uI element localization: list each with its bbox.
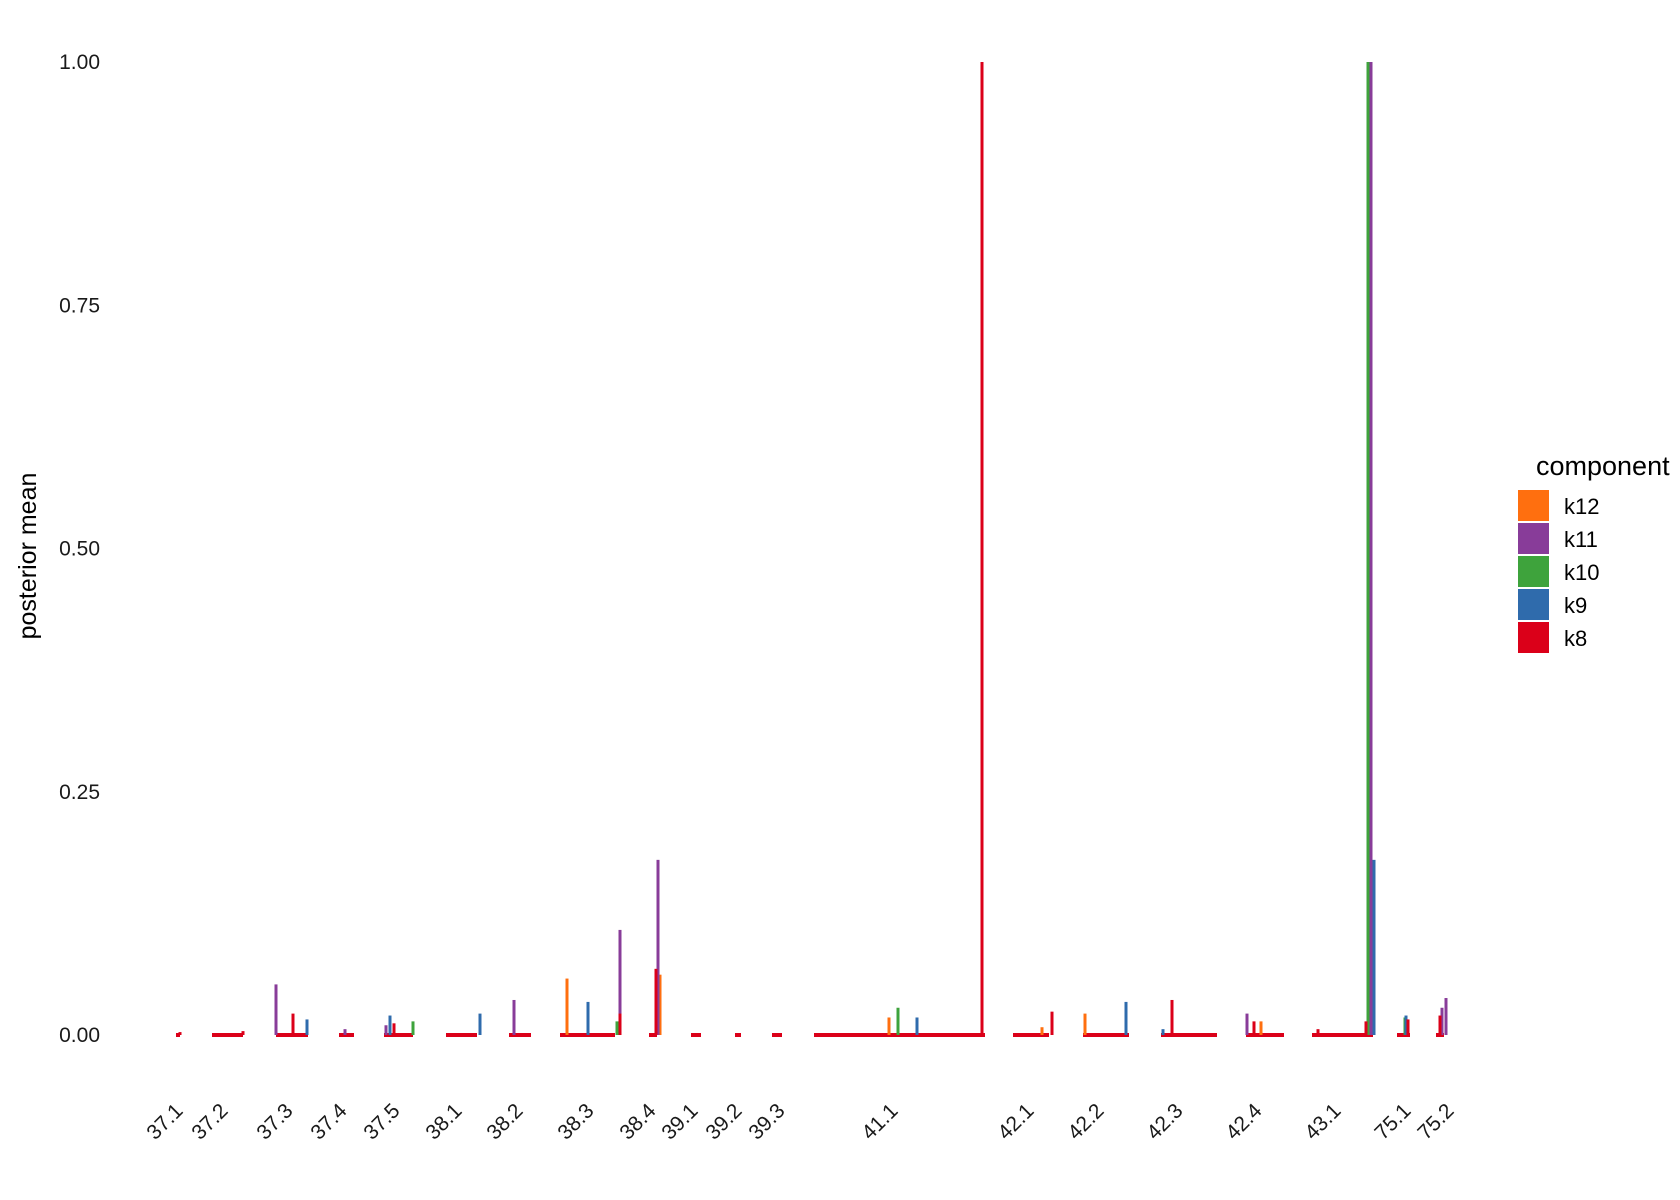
bar-k11 — [656, 859, 660, 1035]
legend-label-k8: k8 — [1564, 626, 1587, 651]
baseline-segment — [649, 1033, 657, 1037]
x-tick-label: 42.4 — [1221, 1099, 1266, 1144]
bar-k11 — [1444, 998, 1448, 1035]
baseline-segment — [1013, 1033, 1049, 1037]
x-tick-label: 43.1 — [1300, 1099, 1345, 1144]
bar-k11 — [1369, 62, 1373, 1035]
bar-k10 — [1366, 62, 1370, 1035]
legend-swatch-k12 — [1518, 490, 1549, 521]
y-tick-label: 1.00 — [59, 51, 100, 74]
bar-k11 — [384, 1025, 388, 1035]
bar-k11 — [1440, 1007, 1444, 1035]
legend-label-k10: k10 — [1564, 560, 1599, 585]
y-tick-label: 0.75 — [59, 294, 100, 317]
baseline-segment — [691, 1033, 701, 1037]
baseline-segment — [509, 1033, 531, 1037]
bar-k10 — [411, 1021, 415, 1035]
bar-k8 — [241, 1031, 245, 1035]
x-tick-label: 38.1 — [421, 1099, 466, 1144]
x-tick-label: 75.2 — [1413, 1099, 1458, 1144]
bar-k11 — [343, 1029, 347, 1035]
legend-swatch-k9 — [1518, 589, 1549, 620]
bar-k9 — [1404, 1015, 1408, 1035]
legend-label-k12: k12 — [1564, 494, 1599, 519]
bar-k8 — [1252, 1021, 1256, 1035]
x-tick-label: 39.2 — [701, 1099, 746, 1144]
bar-k11 — [1245, 1013, 1249, 1035]
legend-swatch-k8 — [1518, 622, 1549, 653]
x-tick-label: 42.1 — [993, 1099, 1038, 1144]
bar-k11 — [512, 999, 516, 1035]
bar-k12 — [658, 974, 662, 1035]
x-tick-label: 38.2 — [482, 1099, 527, 1144]
bar-k12 — [1083, 1013, 1087, 1035]
bar-k12 — [565, 978, 569, 1035]
bar-k9 — [388, 1015, 392, 1035]
bar-k8 — [654, 968, 658, 1035]
bar-k11 — [618, 929, 622, 1035]
bars-group — [178, 62, 1448, 1035]
baseline-segment — [1083, 1033, 1129, 1037]
x-tick-label: 39.3 — [744, 1099, 789, 1144]
baseline-segment — [1161, 1033, 1217, 1037]
baseline-segment — [1246, 1033, 1284, 1037]
bar-k8 — [1438, 1015, 1442, 1035]
bar-k8 — [1316, 1029, 1320, 1035]
bar-k12 — [1259, 1021, 1263, 1035]
legend-label-k9: k9 — [1564, 593, 1587, 618]
bar-k8 — [618, 1013, 622, 1035]
bar-k8 — [1406, 1019, 1410, 1035]
bar-k8 — [1050, 1011, 1054, 1035]
baseline-segment — [1312, 1033, 1373, 1037]
bar-k9 — [586, 1001, 590, 1035]
bar-k9 — [915, 1017, 919, 1035]
x-tick-label: 37.3 — [252, 1099, 297, 1144]
bar-k9 — [478, 1013, 482, 1035]
bar-k11 — [274, 984, 278, 1035]
bar-k8 — [1170, 999, 1174, 1035]
bar-k8 — [178, 1032, 182, 1035]
baseline-segment — [384, 1033, 413, 1037]
bar-k9 — [1372, 859, 1376, 1035]
x-axis: 37.1 37.2 37.3 37.4 37.5 38.1 38.2 38.3 38.439.1… — [142, 1099, 1458, 1144]
bar-k8 — [1364, 1021, 1368, 1035]
bar-k12 — [1040, 1027, 1044, 1035]
x-tick-label: 37.4 — [306, 1099, 351, 1144]
x-tick-label: 42.3 — [1142, 1099, 1187, 1144]
bar-k10 — [896, 1007, 900, 1035]
y-tick-label: 0.25 — [59, 781, 100, 804]
legend-label-k11: k11 — [1564, 527, 1598, 552]
x-tick-label: 37.1 — [142, 1099, 187, 1144]
legend: component k12 k11 k10 k9 k8 — [1518, 451, 1670, 653]
bar-k10 — [615, 1021, 619, 1035]
bar-k9 — [1161, 1029, 1165, 1035]
legend-title: component — [1536, 451, 1670, 481]
legend-swatch-k11 — [1518, 523, 1549, 554]
x-tick-label: 42.2 — [1063, 1099, 1108, 1144]
x-tick-label: 38.4 — [615, 1099, 660, 1144]
baseline-segment — [446, 1033, 477, 1037]
x-tick-label: 38.3 — [553, 1099, 598, 1144]
x-tick-label: 37.5 — [359, 1099, 404, 1144]
baseline-segment — [176, 1033, 180, 1037]
bar-k9 — [305, 1019, 309, 1035]
bar-k8 — [291, 1013, 295, 1035]
bar-k8 — [392, 1023, 396, 1035]
x-tick-label: 37.2 — [187, 1099, 232, 1144]
y-tick-label: 0.50 — [59, 538, 100, 561]
bar-k9 — [1124, 1001, 1128, 1035]
baseline-segment — [212, 1033, 243, 1037]
legend-swatch-k10 — [1518, 556, 1549, 587]
baseline-segment — [735, 1033, 741, 1037]
x-tick-label: 39.1 — [657, 1099, 702, 1144]
y-tick-label: 0.00 — [59, 1024, 100, 1047]
y-axis: 0.00 0.25 0.50 0.75 1.00 — [59, 51, 100, 1047]
y-axis-label: posterior mean — [14, 473, 42, 640]
x-tick-label: 75.1 — [1370, 1099, 1415, 1144]
baseline-segment — [772, 1033, 782, 1037]
bar-k12 — [887, 1017, 891, 1035]
bar-k8 — [980, 62, 984, 1035]
x-tick-label: 41.1 — [857, 1099, 902, 1144]
